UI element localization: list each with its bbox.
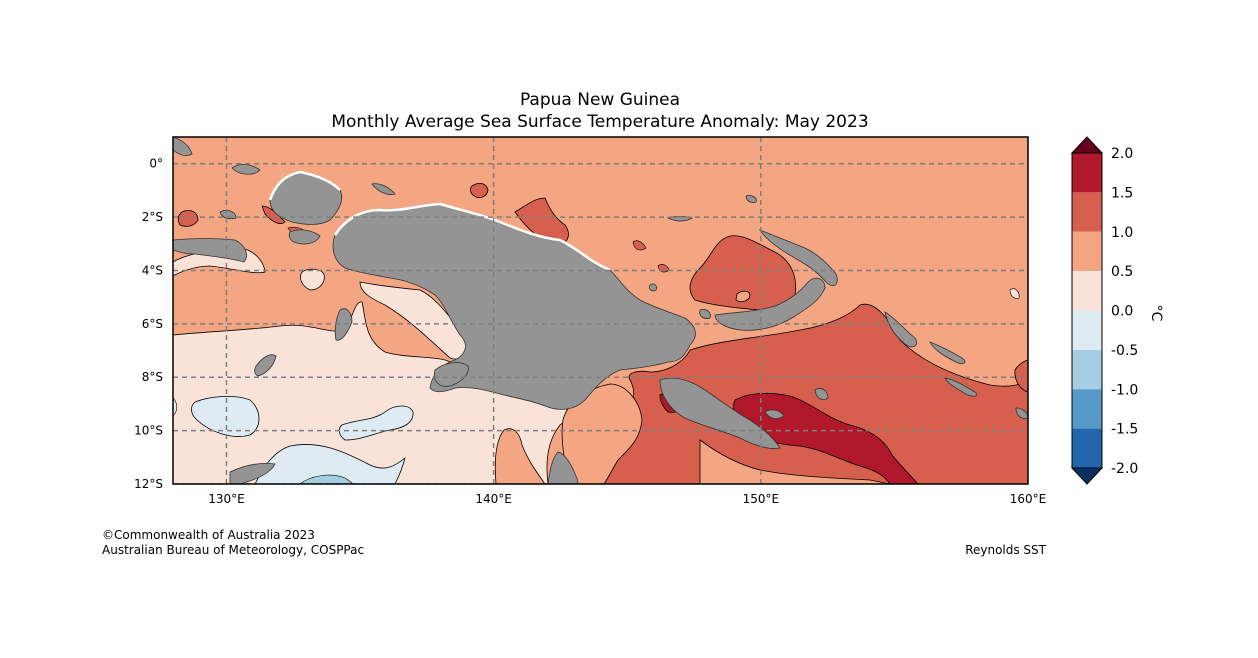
anomaly-region-high-west-2 [261, 205, 286, 224]
land-solomon-1 [929, 341, 966, 365]
colorbar-under-arrow [1070, 467, 1104, 485]
land-misima [764, 409, 785, 420]
latitude-tick-labels: 0° 2°S 4°S 6°S 8°S 10°S 12°S [134, 157, 163, 491]
colorbar-label-7: -1.5 [1111, 422, 1138, 438]
lon-tick-label-3: 160°E [1010, 492, 1047, 506]
anomaly-region-high-north-4 [632, 240, 647, 251]
land-new-britain [714, 277, 826, 331]
colorbar-label-2: 1.0 [1111, 225, 1133, 241]
colorbar-bin-4 [1072, 310, 1102, 350]
colorbar-over-arrow [1070, 136, 1104, 154]
colorbar-bin-2 [1072, 231, 1102, 272]
lat-tick-label-0: 0° [149, 157, 163, 171]
longitude-tick-labels: 130°E 140°E 150°E 160°E [208, 492, 1046, 506]
land-masses [173, 137, 1028, 484]
land-timor [229, 463, 276, 484]
anomaly-region-cool-south [254, 444, 406, 484]
anomaly-region-cool-patch-2 [338, 405, 414, 441]
colorbar-bin-5 [1072, 349, 1102, 390]
colorbar-bin-6 [1072, 389, 1102, 429]
colorbar-label-0: 2.0 [1111, 146, 1133, 162]
colorbar-label-5: -0.5 [1111, 343, 1138, 359]
colorbar-bin-3 [1072, 271, 1102, 311]
colorbar-bin-1 [1072, 192, 1102, 232]
land-solomon-2 [944, 377, 978, 397]
land-cape-york [547, 451, 579, 484]
anomaly-region-cool-patch-1 [191, 396, 260, 437]
graticule [173, 137, 1028, 484]
copyright-text: ©Commonwealth of Australia 2023 [102, 528, 315, 542]
colorbar-bin-7 [1072, 428, 1102, 468]
anomaly-region-high-west-1 [177, 210, 199, 227]
colorbar-unit: °C [1148, 305, 1164, 322]
agency-text: Australian Bureau of Meteorology, COSPPa… [102, 543, 364, 557]
lat-tick-label-1: 2°S [142, 210, 163, 224]
anomaly-region-high-east-edge [1014, 359, 1028, 393]
map-frame [172, 136, 1029, 485]
lon-tick-label-0: 130°E [208, 492, 245, 506]
land-islands-1 [814, 388, 829, 400]
map-panel [173, 137, 1028, 484]
lat-tick-label-4: 8°S [142, 370, 163, 384]
lat-tick-label-2: 4°S [142, 263, 163, 277]
colorbar: 2.0 1.5 1.0 0.5 0.0 -0.5 -1.0 -1.5 -2.0 [1070, 136, 1138, 485]
lon-tick-label-2: 150°E [743, 492, 780, 506]
anomaly-region-low-east [1009, 288, 1020, 299]
land-islands-2 [649, 283, 657, 292]
coast-highlight [268, 170, 611, 272]
land-halmahera [173, 137, 193, 157]
colorbar-bin-0 [1072, 153, 1102, 193]
colorbar-label-4: 0.0 [1111, 304, 1133, 320]
lat-tick-label-5: 10°S [134, 424, 163, 438]
lat-tick-label-6: 12°S [134, 477, 163, 491]
anomaly-region-mid-patch-1 [494, 428, 546, 484]
land-new-ireland [759, 229, 838, 287]
source-text: Reynolds SST [965, 543, 1046, 557]
land-tanimbar [254, 354, 277, 377]
lon-tick-label-1: 140°E [475, 492, 512, 506]
land-solomon-3 [1015, 407, 1028, 419]
colorbar-frame [1071, 152, 1103, 469]
colorbar-label-6: -1.0 [1111, 382, 1138, 398]
anomaly-region-low-bird-head [300, 268, 325, 291]
land-bougainville [884, 311, 917, 348]
anomaly-region-mid-islet [735, 290, 751, 303]
colorbar-label-3: 0.5 [1111, 264, 1133, 280]
lat-tick-label-3: 6°S [142, 317, 163, 331]
land-islands-3 [745, 195, 757, 203]
land-waigeo [288, 229, 321, 245]
anomaly-region-mid-southeast [699, 439, 891, 484]
land-seram [173, 238, 247, 263]
map-title: Papua New Guinea [520, 90, 680, 110]
anomaly-region-high-north-3 [469, 182, 489, 198]
land-islands-west-3 [231, 164, 261, 175]
land-islands-4 [699, 309, 711, 319]
map-subtitle: Monthly Average Sea Surface Temperature … [331, 112, 868, 132]
land-biak [371, 183, 396, 195]
colorbar-label-1: 1.5 [1111, 185, 1133, 201]
colorbar-label-8: -2.0 [1111, 461, 1138, 477]
